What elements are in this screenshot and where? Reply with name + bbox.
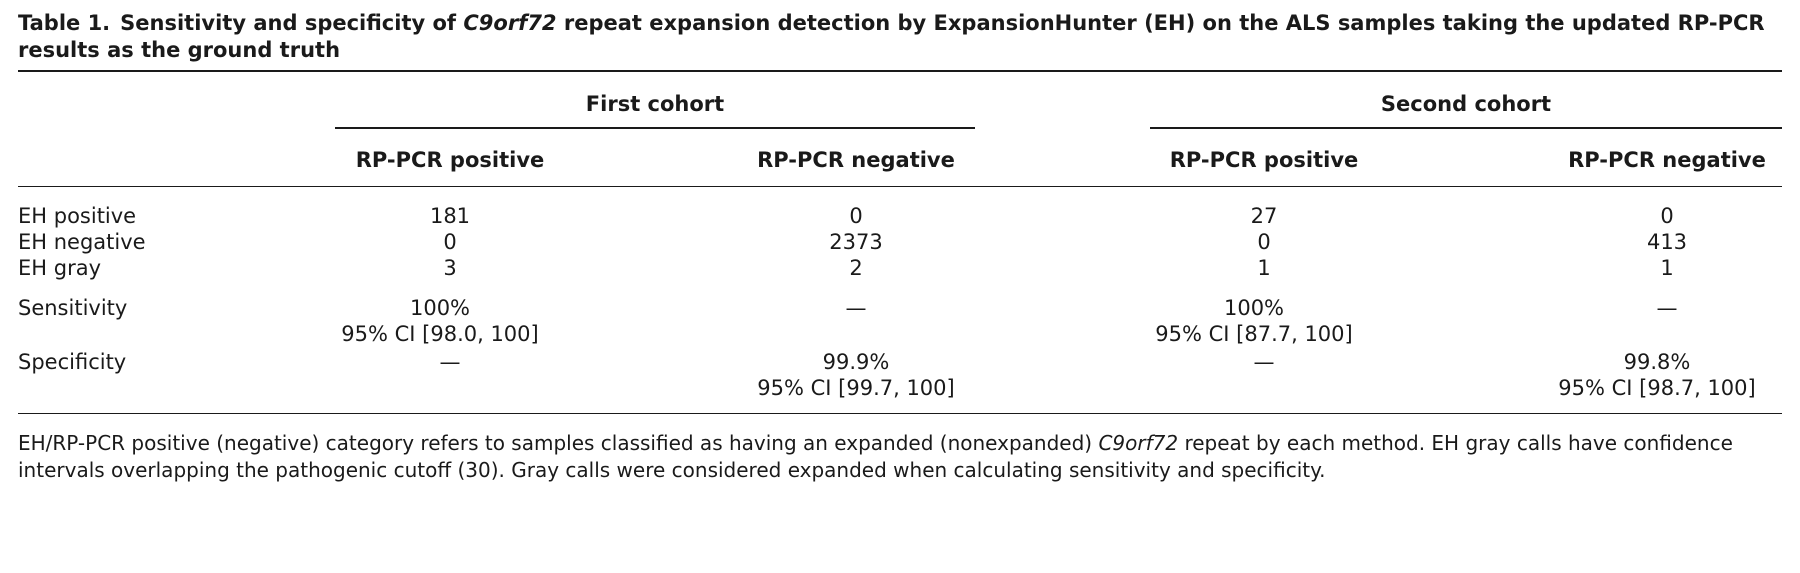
table-cell: 1 xyxy=(1257,256,1271,280)
footnote-gene: C9orf72 xyxy=(1098,431,1179,455)
column-header-1: RP-PCR positive xyxy=(355,148,545,172)
footnote-text-after: repeat by each method. EH gray calls hav… xyxy=(18,431,1733,482)
table-cell: 2373 xyxy=(829,230,883,254)
row-label-specificity: Specificity xyxy=(18,350,127,374)
row-label-eh-negative: EH negative xyxy=(18,230,146,254)
caption-text-after: repeat expansion detection by ExpansionH… xyxy=(18,11,1765,62)
table-cell: 27 xyxy=(1250,204,1278,228)
table-cell: 3 xyxy=(443,256,457,280)
specificity-second-positive: — xyxy=(1253,350,1275,374)
sensitivity-value: 100% xyxy=(409,296,471,320)
table-cell: 413 xyxy=(1646,230,1688,254)
sensitivity-first-negative: — xyxy=(845,296,867,320)
specificity-value: 99.8% xyxy=(1623,350,1691,374)
specificity-first-positive: — xyxy=(439,350,461,374)
table-label: Table 1. xyxy=(18,11,111,35)
table-footnote: EH/RP-PCR positive (negative) category r… xyxy=(18,430,1782,484)
top-rule xyxy=(18,70,1782,72)
table-cell: 1 xyxy=(1660,256,1674,280)
table-cell: 0 xyxy=(443,230,457,254)
column-header-2: RP-PCR negative xyxy=(757,148,955,172)
sensitivity-first-positive: 100% 95% CI [98.0, 100] xyxy=(320,295,560,347)
table-cell: 181 xyxy=(429,204,471,228)
specificity-first-negative: 99.9% 95% CI [99.7, 100] xyxy=(730,349,982,401)
caption-gene: C9orf72 xyxy=(463,11,557,35)
bottom-rule xyxy=(18,413,1782,414)
group-header-second-cohort: Second cohort xyxy=(1380,92,1552,116)
sensitivity-second-negative: — xyxy=(1656,296,1678,320)
column-header-3: RP-PCR positive xyxy=(1169,148,1359,172)
specificity-value: 99.9% xyxy=(822,350,890,374)
row-label-eh-gray: EH gray xyxy=(18,256,101,280)
sensitivity-ci: 95% CI [87.7, 100] xyxy=(1155,322,1353,346)
footnote-text-before: EH/RP-PCR positive (negative) category r… xyxy=(18,431,1099,455)
header-rule xyxy=(18,186,1782,187)
column-header-4: RP-PCR negative xyxy=(1568,148,1766,172)
table-cell: 0 xyxy=(849,204,863,228)
sensitivity-ci: 95% CI [98.0, 100] xyxy=(341,322,539,346)
group-header-first-cohort: First cohort xyxy=(585,92,725,116)
specificity-ci: 95% CI [98.7, 100] xyxy=(1558,376,1756,400)
first-cohort-rule xyxy=(335,127,975,129)
specificity-ci: 95% CI [99.7, 100] xyxy=(757,376,955,400)
table-cell: 0 xyxy=(1257,230,1271,254)
sensitivity-second-positive: 100% 95% CI [87.7, 100] xyxy=(1134,295,1374,347)
row-label-eh-positive: EH positive xyxy=(18,204,137,228)
row-label-sensitivity: Sensitivity xyxy=(18,296,128,320)
second-cohort-rule xyxy=(1150,127,1782,129)
specificity-second-negative: 99.8% 95% CI [98.7, 100] xyxy=(1532,349,1782,401)
sensitivity-value: 100% xyxy=(1223,296,1285,320)
table-cell: 0 xyxy=(1660,204,1674,228)
table-cell: 2 xyxy=(849,256,863,280)
table-caption: Table 1. Sensitivity and specificity of C… xyxy=(18,10,1782,64)
caption-text-before: Sensitivity and specificity of xyxy=(120,11,464,35)
